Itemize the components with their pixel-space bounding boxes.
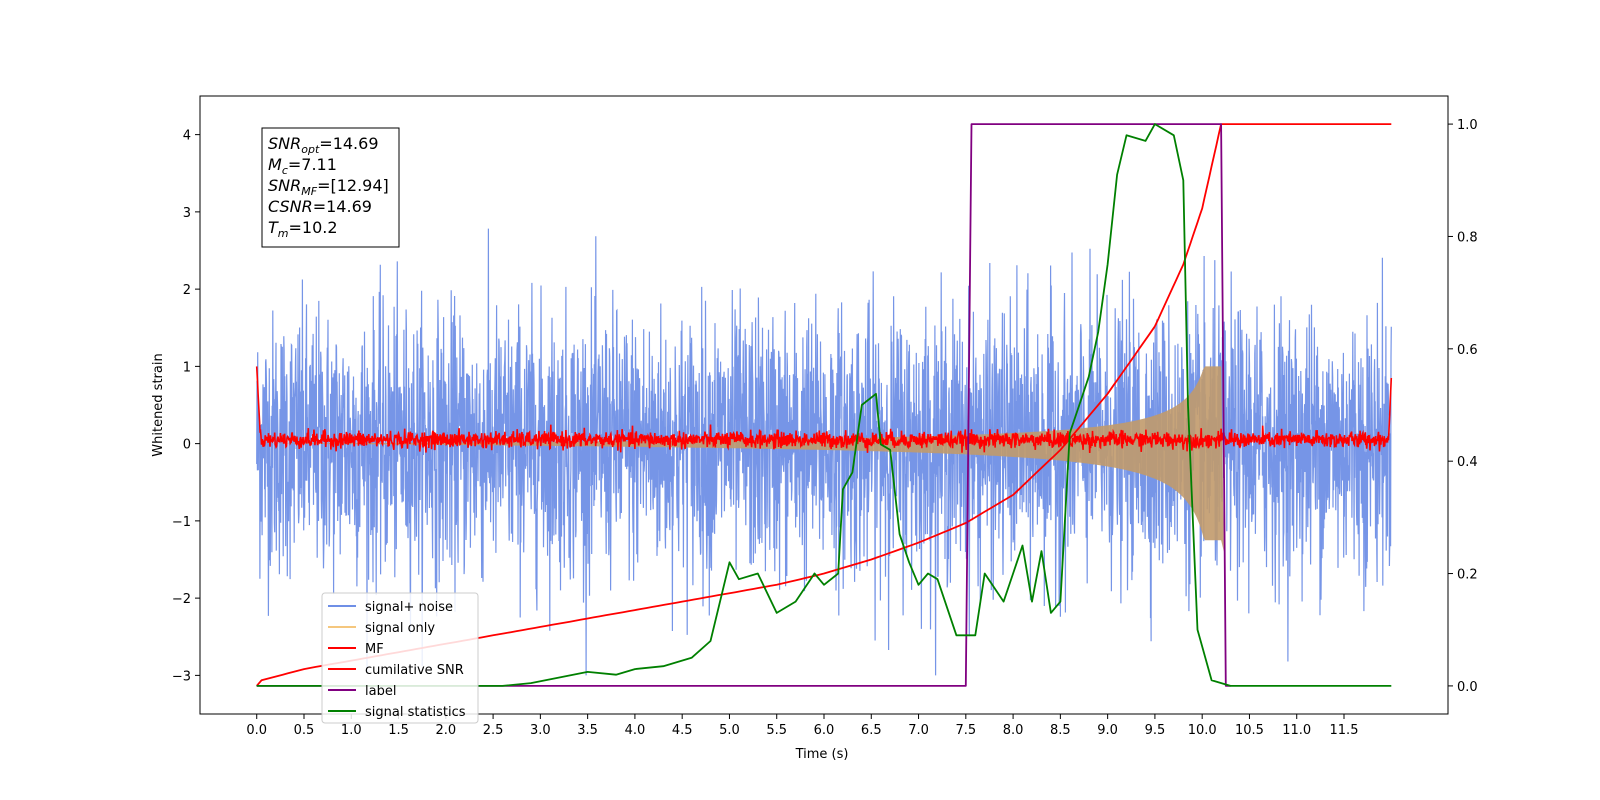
series-label	[256, 123, 1231, 687]
x-tick-label: 0.0	[246, 723, 267, 738]
y-axis-label: Whitened strain	[151, 353, 166, 456]
x-tick-label: 7.0	[908, 723, 929, 738]
legend-label: signal only	[365, 621, 435, 636]
y-tick-label: −2	[172, 592, 191, 607]
y2-tick-label: 0.8	[1457, 230, 1478, 245]
x-tick-label: 11.0	[1282, 723, 1311, 738]
legend-entry: cumilative SNR	[328, 663, 464, 678]
y2-tick-label: 0.0	[1457, 680, 1478, 695]
x-tick-label: 8.5	[1050, 723, 1071, 738]
x-tick-label: 9.0	[1097, 723, 1118, 738]
x-tick-label: 1.5	[388, 723, 409, 738]
x-tick-label: 2.0	[435, 723, 456, 738]
y-tick-label: 4	[183, 129, 191, 144]
legend-entry: label	[328, 684, 396, 699]
x-tick-label: 10.0	[1188, 723, 1217, 738]
x-tick-label: 3.5	[577, 723, 598, 738]
legend-label: signal statistics	[365, 705, 466, 720]
y-tick-label: 2	[183, 283, 191, 298]
legend-entry: MF	[328, 642, 384, 657]
y-tick-label: −3	[172, 669, 191, 684]
x-tick-label: 10.5	[1235, 723, 1264, 738]
x-tick-label: 3.0	[530, 723, 551, 738]
y2-tick-label: 1.0	[1457, 118, 1478, 133]
legend-label: label	[365, 684, 396, 699]
y-tick-label: 3	[183, 206, 191, 221]
x-tick-label: 5.0	[719, 723, 740, 738]
x-tick-label: 6.5	[861, 723, 882, 738]
legend-label: signal+ noise	[365, 600, 453, 615]
x-axis-label: Time (s)	[795, 747, 849, 762]
y2-tick-label: 0.6	[1457, 343, 1478, 358]
annotation-box: SNRopt=14.69Mc=7.11SNRMF=[12.94]CSNR=14.…	[261, 127, 400, 248]
x-tick-label: 4.5	[672, 723, 693, 738]
legend-entry: signal+ noise	[328, 600, 453, 615]
series-signal-statistics	[256, 123, 1392, 687]
legend-label: MF	[365, 642, 384, 657]
x-tick-label: 0.5	[294, 723, 315, 738]
x-tick-label: 9.5	[1145, 723, 1166, 738]
legend-label: cumilative SNR	[365, 663, 464, 678]
y2-tick-label: 0.2	[1457, 568, 1478, 583]
x-axis: 0.0 0.5 1.0 1.5 2.0 2.5 3.0 3.5 4.0 4.5 5.0 5.5 6.0 6…	[246, 714, 1358, 738]
x-tick-label: 11.5	[1330, 723, 1359, 738]
y-axis-right: 0.0 0.2 0.4 0.6 0.8 1.0	[1448, 118, 1478, 695]
x-tick-label: 6.0	[814, 723, 835, 738]
x-tick-label: 2.5	[483, 723, 504, 738]
annotation-line: Mc=7.11	[268, 155, 337, 177]
y-tick-label: 0	[183, 438, 191, 453]
y-tick-label: 1	[183, 360, 191, 375]
x-tick-label: 7.5	[955, 723, 976, 738]
legend-entry: signal statistics	[328, 705, 466, 720]
annotation-line: CSNR=14.69	[268, 197, 372, 216]
series-signal-only	[256, 358, 1224, 552]
annotation-line: SNRopt=14.69	[268, 134, 379, 156]
series-mf	[255, 366, 1393, 454]
y-tick-label: −1	[172, 515, 191, 530]
legend-entry: signal only	[328, 621, 435, 636]
annotation-line: Tm=10.2	[268, 218, 338, 240]
x-tick-label: 4.0	[625, 723, 646, 738]
y-axis-left: −3 −2 −1 0 1 2 3 4	[172, 129, 200, 684]
x-tick-label: 8.0	[1003, 723, 1024, 738]
x-tick-label: 5.5	[766, 723, 787, 738]
y2-tick-label: 0.4	[1457, 455, 1478, 470]
annotation-line: SNRMF=[12.94]	[268, 176, 389, 198]
legend: signal+ noise signal only MF cumilative SNR…	[321, 592, 479, 724]
x-tick-label: 1.0	[341, 723, 362, 738]
